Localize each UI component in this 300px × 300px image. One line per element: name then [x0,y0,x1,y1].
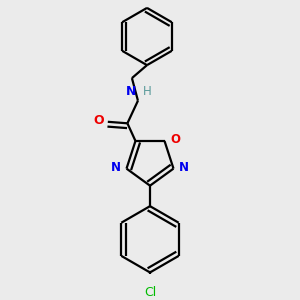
Text: N: N [126,85,136,98]
Text: O: O [94,114,104,127]
Text: N: N [179,160,189,174]
Text: O: O [170,133,180,146]
Text: N: N [111,160,121,174]
Text: Cl: Cl [144,286,156,299]
Text: H: H [143,85,152,98]
